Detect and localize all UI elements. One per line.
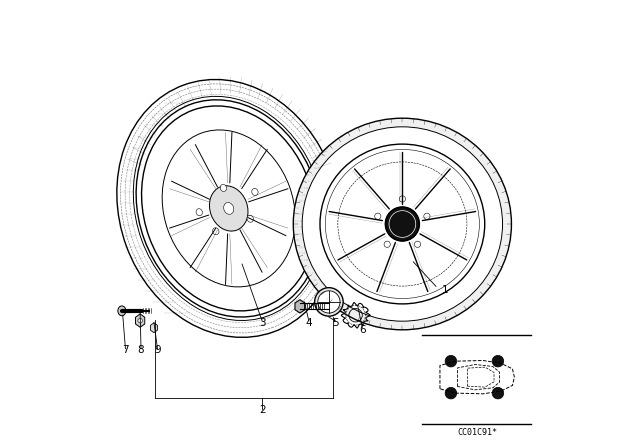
Circle shape [374, 213, 381, 220]
Ellipse shape [293, 118, 511, 330]
Ellipse shape [209, 186, 248, 231]
Ellipse shape [302, 127, 502, 321]
Circle shape [492, 388, 504, 399]
Ellipse shape [141, 106, 316, 311]
Ellipse shape [196, 209, 202, 216]
Text: 1: 1 [442, 285, 448, 295]
Circle shape [385, 207, 419, 241]
Text: CC01C91*: CC01C91* [457, 428, 497, 438]
Circle shape [415, 241, 420, 247]
Text: 5: 5 [332, 319, 339, 328]
Ellipse shape [252, 189, 258, 195]
Polygon shape [295, 300, 305, 313]
Text: 8: 8 [138, 345, 145, 355]
Text: 4: 4 [305, 319, 312, 328]
Circle shape [445, 388, 457, 399]
Circle shape [138, 319, 142, 323]
Ellipse shape [385, 207, 419, 241]
Polygon shape [150, 323, 157, 332]
Circle shape [492, 355, 504, 367]
Circle shape [318, 291, 340, 313]
Text: 9: 9 [154, 345, 161, 355]
Circle shape [384, 241, 390, 247]
Polygon shape [136, 314, 145, 327]
Ellipse shape [247, 215, 253, 222]
Ellipse shape [320, 144, 484, 304]
Text: 3: 3 [259, 319, 266, 328]
Ellipse shape [224, 202, 234, 214]
Ellipse shape [220, 185, 227, 191]
Circle shape [389, 211, 416, 237]
Text: 2: 2 [259, 405, 266, 415]
Circle shape [424, 213, 430, 220]
Circle shape [315, 288, 343, 316]
Text: 7: 7 [122, 345, 129, 355]
Circle shape [445, 355, 457, 367]
Circle shape [399, 196, 406, 202]
Ellipse shape [118, 306, 126, 316]
Text: 6: 6 [359, 325, 365, 335]
Ellipse shape [212, 228, 219, 235]
